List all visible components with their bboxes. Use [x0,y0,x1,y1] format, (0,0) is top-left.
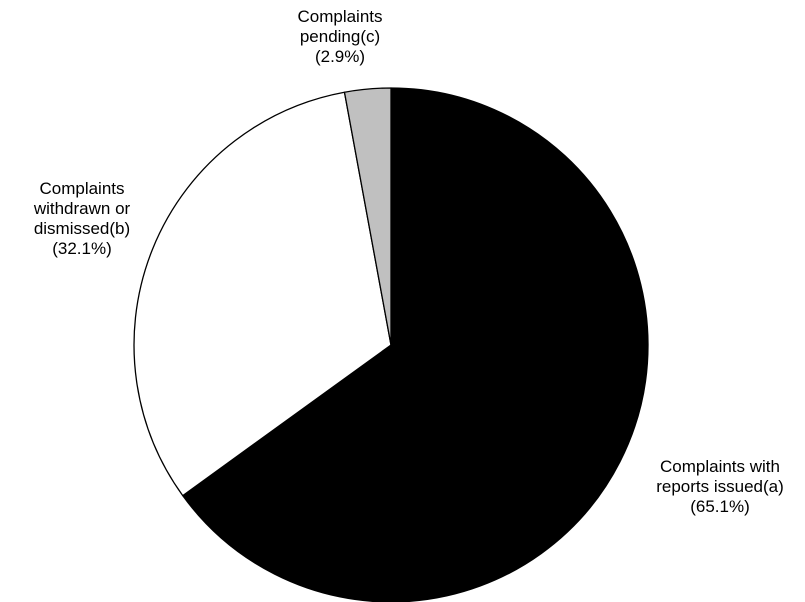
pie-labels: Complaints with reports issued(a) (65.1%)C… [33,7,784,516]
slice-label-line: (2.9%) [315,47,365,66]
pie-slice-2 [343,87,392,346]
slice-label-line: (65.1%) [690,497,750,516]
slice-label-line: pending(c) [300,27,380,46]
slice-label-line: Complaints [39,179,124,198]
slice-label-line: (32.1%) [52,239,112,258]
slice-label-1: Complaints withdrawn or dismissed(b) (32.1%… [33,179,131,258]
slice-label-line: Complaints [297,7,382,26]
pie-slice-0 [182,87,649,602]
slice-label-line: dismissed(b) [34,219,130,238]
pie-slices [133,87,649,602]
slice-label-line: withdrawn or [33,199,131,218]
slice-label-line: reports issued(a) [656,477,784,496]
slice-label-2: Complaints pending(c) (2.9%) [297,7,382,66]
slice-label-line: Complaints with [660,457,780,476]
slice-label-0: Complaints with reports issued(a) (65.1%) [656,457,784,516]
pie-slice-1 [133,91,392,497]
